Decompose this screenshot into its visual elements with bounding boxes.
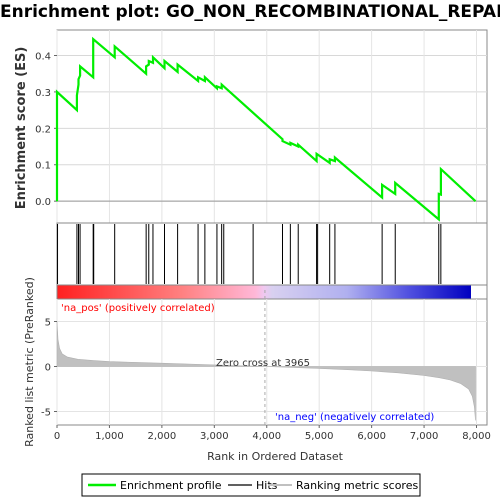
ranking-y-axis-label: Ranked list metric (PreRanked)	[23, 277, 36, 447]
ranking-y-axis: -5 0 5	[41, 318, 57, 419]
x-tick-label: 1,000	[95, 431, 124, 442]
x-tick-label: 6,000	[357, 431, 386, 442]
es-y-axis-label: Enrichment score (ES)	[14, 47, 29, 210]
es-y-tick-label: 0.1	[35, 161, 51, 172]
es-y-axis: 0.0 0.1 0.2 0.3 0.4	[35, 51, 57, 208]
hit-markers	[57, 224, 442, 284]
zero-cross-label: Zero cross at 3965	[216, 358, 310, 369]
enrichment-panel	[56, 29, 488, 224]
pos-label: 'na_pos' (positively correlated)	[61, 303, 215, 314]
ranking-color-bar	[57, 285, 471, 299]
enrichment-profile-line	[55, 36, 477, 222]
x-tick-label: 3,000	[200, 431, 229, 442]
legend: Enrichment profile Hits Ranking metric s…	[81, 473, 421, 497]
ranking-y-tick-label: 0	[45, 363, 51, 374]
ranking-y-tick-label: 5	[45, 318, 51, 329]
es-y-tick-label: 0.2	[35, 124, 51, 135]
legend-hits-label: Hits	[256, 479, 278, 492]
x-tick-label: 4,000	[252, 431, 281, 442]
x-tick-label: 5,000	[305, 431, 334, 442]
x-axis-label: Rank in Ordered Dataset	[207, 450, 344, 463]
es-y-tick-label: 0.4	[35, 51, 51, 62]
ranking-metric-area	[56, 321, 476, 421]
chart-title: Enrichment plot: GO_NON_RECOMBINATIONAL_…	[0, 2, 500, 22]
x-tick-label: 0	[54, 431, 60, 442]
ranking-y-tick-label: -5	[41, 408, 51, 419]
ranking-x-axis: 0 1,000 2,000 3,000 4,000 5,000 6,000 7,000 8,00…	[54, 425, 491, 442]
es-y-tick-label: 0.3	[35, 88, 51, 99]
neg-label: 'na_neg' (negatively correlated)	[275, 412, 434, 423]
legend-ranking-label: Ranking metric scores	[296, 479, 418, 492]
x-tick-label: 2,000	[148, 431, 177, 442]
hits-panel	[56, 222, 488, 286]
legend-enrichment-label: Enrichment profile	[120, 479, 222, 492]
x-tick-label: 8,000	[462, 431, 491, 442]
x-tick-label: 7,000	[410, 431, 439, 442]
es-y-tick-label: 0.0	[35, 197, 51, 208]
